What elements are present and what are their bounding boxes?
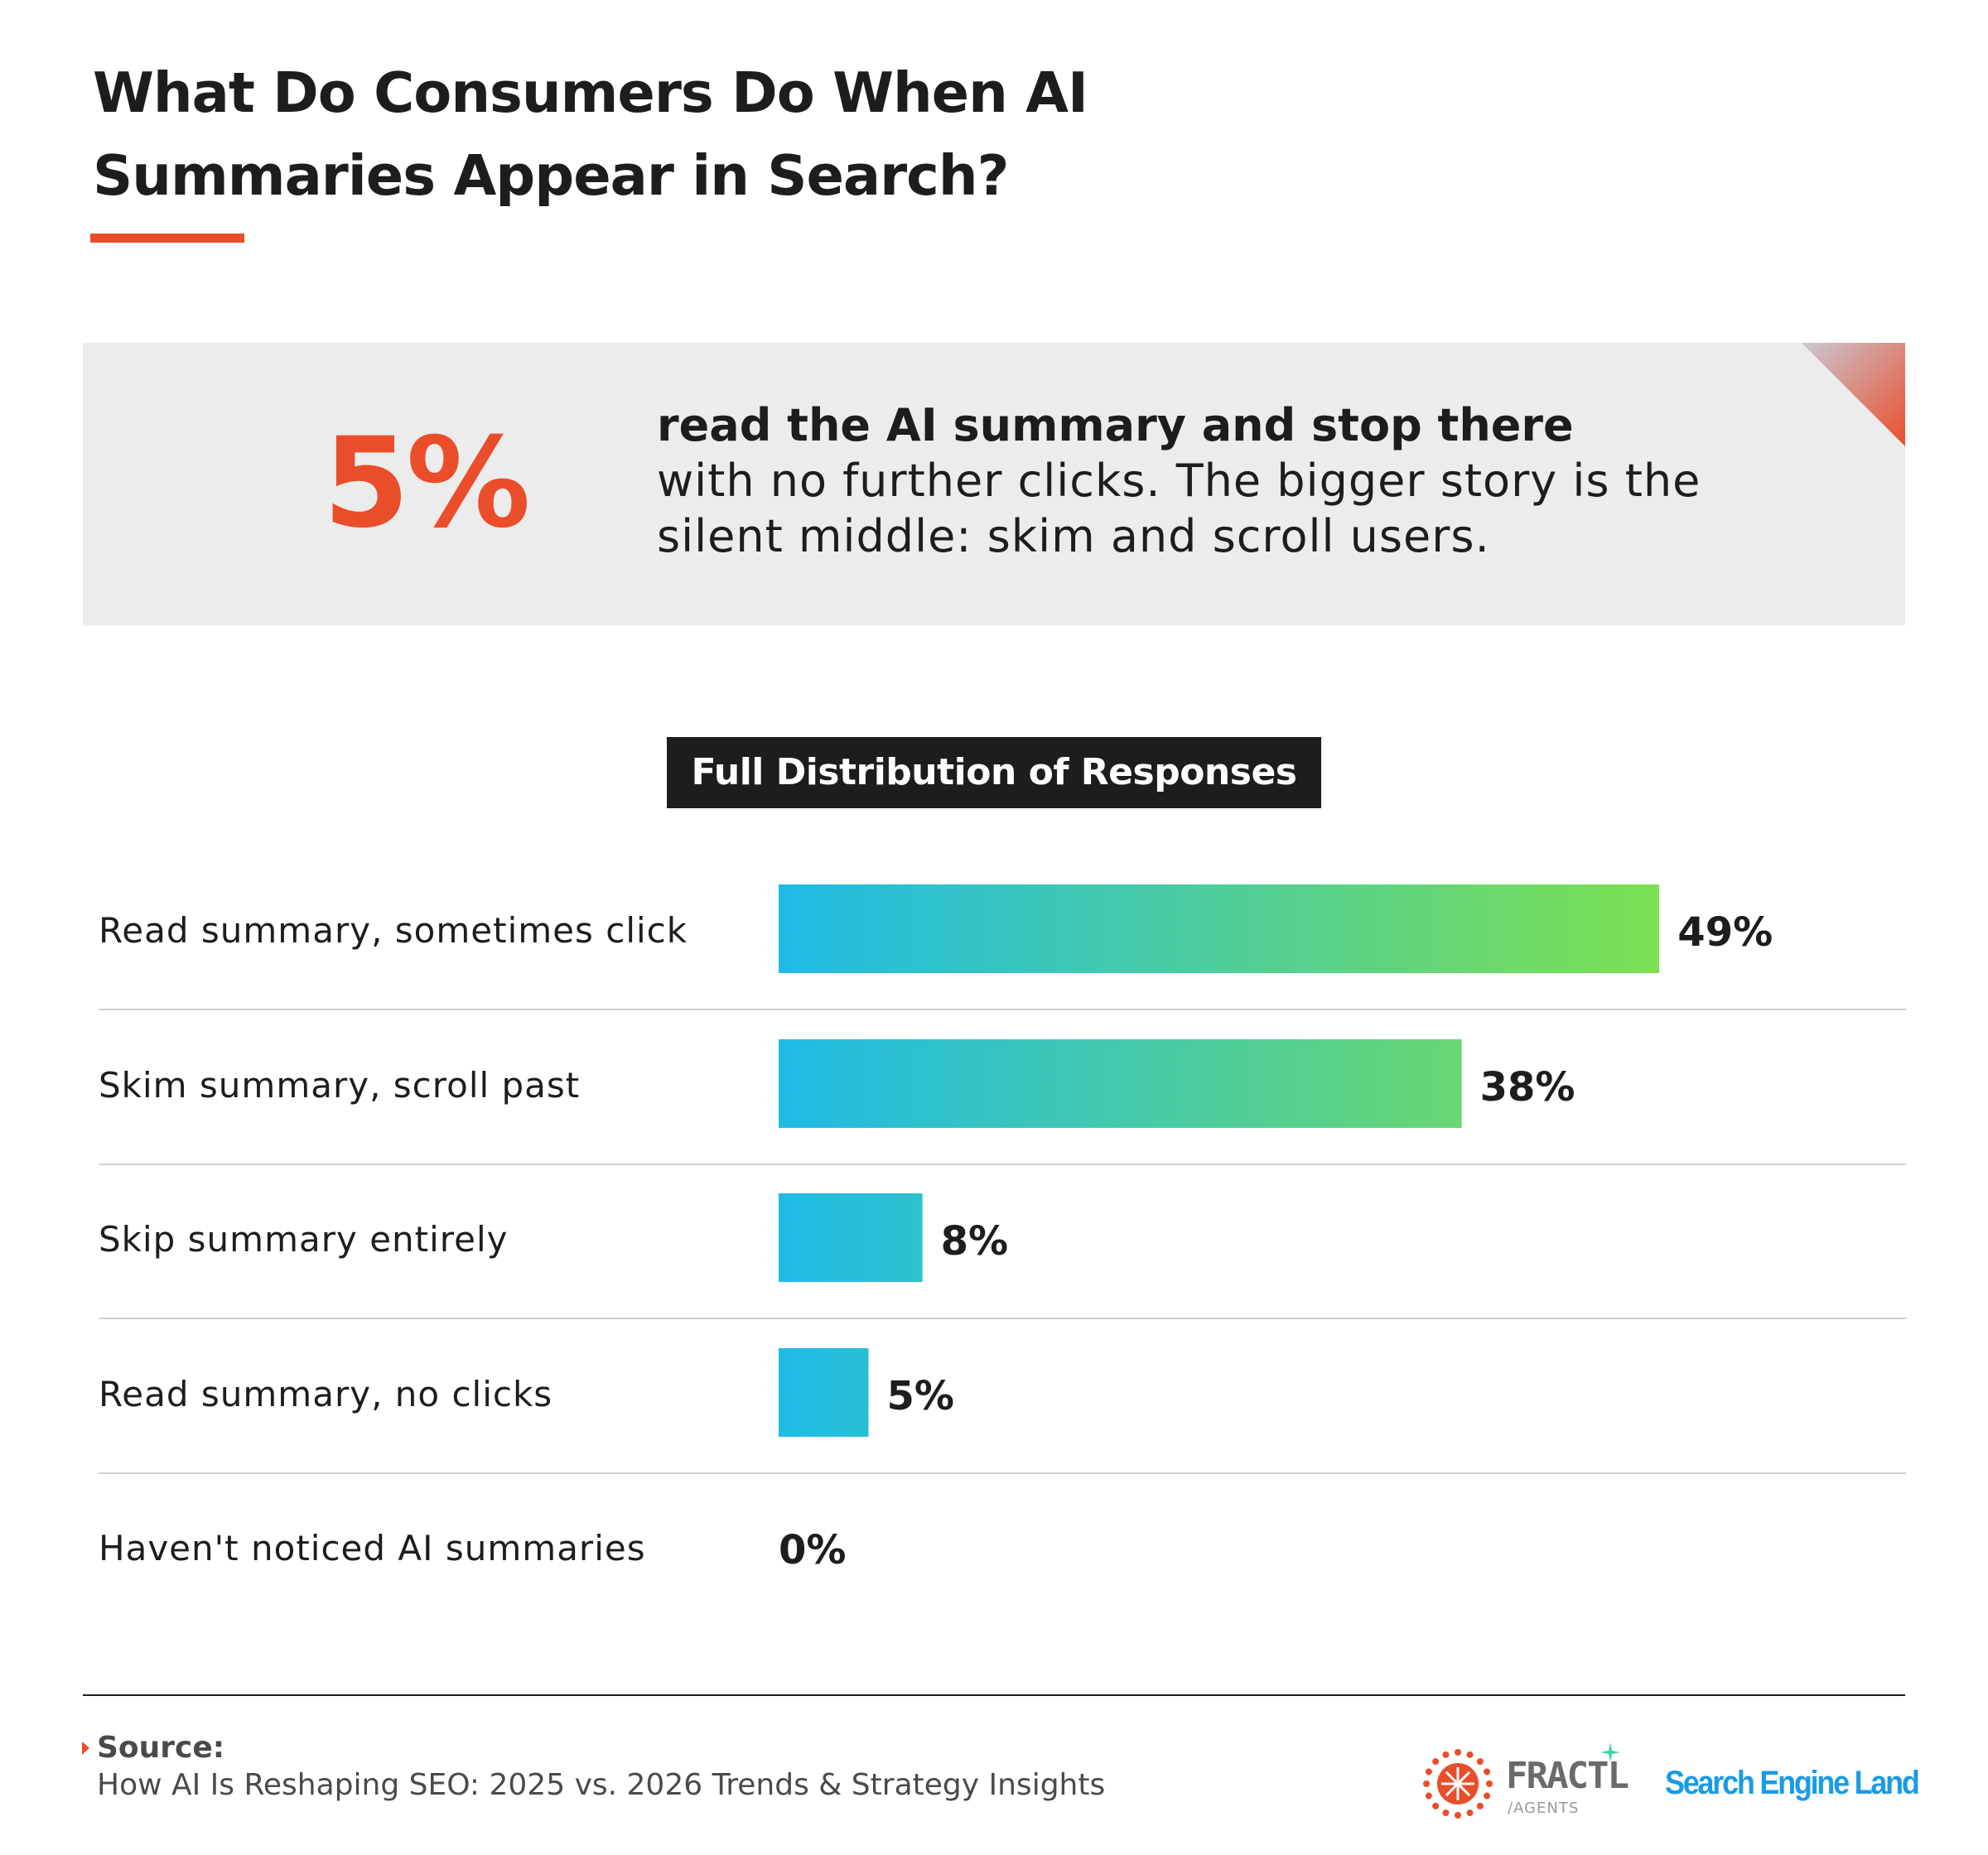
row-divider bbox=[99, 1163, 1906, 1165]
bar-fill bbox=[779, 1347, 869, 1437]
bar-category-label: Read summary, no clicks bbox=[99, 1373, 553, 1414]
bar bbox=[779, 1038, 1462, 1128]
bar-category-label: Skim summary, scroll past bbox=[99, 1064, 581, 1106]
sunburst-icon bbox=[1423, 1749, 1493, 1819]
bar-category-label: Skip summary entirely bbox=[99, 1219, 509, 1260]
corner-accent-icon bbox=[1802, 343, 1905, 446]
fractl-wordmark: FRACTL bbox=[1506, 1755, 1629, 1797]
bar-value-label: 5% bbox=[886, 1372, 955, 1419]
bar-category-label: Haven't noticed AI summaries bbox=[99, 1528, 646, 1568]
bar bbox=[779, 1193, 923, 1282]
chart-title: Full Distribution of Responses bbox=[667, 737, 1321, 808]
footer-divider bbox=[83, 1694, 1905, 1696]
sparkle-icon bbox=[1600, 1742, 1620, 1762]
bar-value-label: 49% bbox=[1677, 909, 1773, 956]
page-title: What Do Consumers Do When AI Summaries A… bbox=[93, 60, 1088, 208]
fractl-logo: FRACTL /AGENTS bbox=[1416, 1742, 1632, 1825]
key-stat-headline: read the AI summary and stop there bbox=[657, 399, 1574, 451]
key-stat-value: 5% bbox=[323, 412, 531, 556]
bar-value-label: 38% bbox=[1479, 1063, 1575, 1111]
bar bbox=[779, 884, 1660, 973]
bar-category-label: Read summary, sometimes click bbox=[99, 910, 688, 951]
bar bbox=[779, 1347, 869, 1437]
bar-fill bbox=[779, 884, 1660, 973]
row-divider bbox=[99, 1009, 1906, 1010]
bar-value-label: 0% bbox=[779, 1527, 847, 1573]
key-stat-body: with no further clicks. The bigger story… bbox=[657, 455, 1701, 562]
row-divider bbox=[99, 1318, 1906, 1319]
bar-value-label: 8% bbox=[940, 1218, 1009, 1265]
bar-fill bbox=[779, 1038, 1462, 1128]
source-text: How AI Is Reshaping SEO: 2025 vs. 2026 T… bbox=[97, 1768, 1106, 1802]
search-engine-land-logo: Search Engine Land bbox=[1665, 1765, 1920, 1801]
key-stat-description: read the AI summary and stop there with … bbox=[657, 398, 1817, 564]
source-label: Source: bbox=[97, 1731, 225, 1765]
title-underline bbox=[90, 234, 244, 243]
row-divider bbox=[99, 1472, 1906, 1474]
source-arrow-icon bbox=[82, 1742, 89, 1755]
fractl-subtitle: /AGENTS bbox=[1508, 1800, 1580, 1817]
bar-fill bbox=[779, 1193, 923, 1282]
key-stat-callout: 5% read the AI summary and stop there wi… bbox=[83, 343, 1905, 625]
